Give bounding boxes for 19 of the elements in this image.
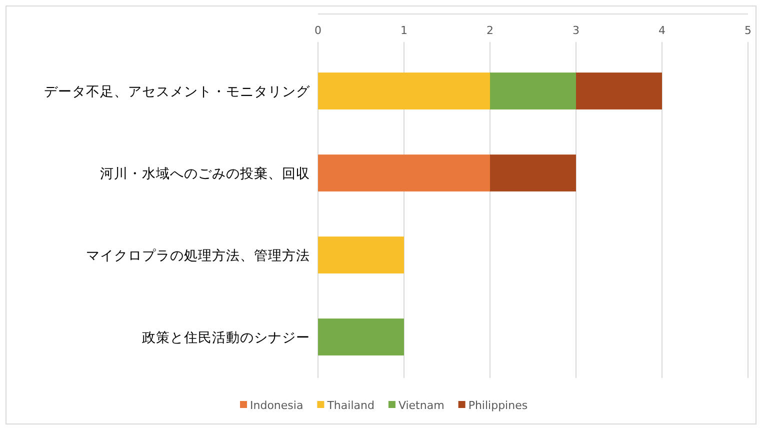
bar [576, 72, 662, 110]
x-tick-label: 5 [744, 24, 752, 37]
legend-label: Vietnam [398, 399, 444, 412]
x-tick-label: 0 [314, 24, 322, 37]
legend-label: Philippines [468, 399, 528, 412]
bar [318, 236, 404, 274]
y-tick-label: 政策と住民活動のシナジー [142, 330, 310, 346]
x-tick-label: 1 [400, 24, 408, 37]
bar [490, 72, 576, 110]
x-tick-label: 3 [572, 24, 580, 37]
y-tick-label: 河川・水域へのごみの投棄、回収 [100, 166, 310, 182]
x-tick-label: 2 [486, 24, 494, 37]
bar [318, 318, 404, 356]
y-tick-label: データ不足、アセスメント・モニタリング [44, 84, 311, 100]
legend-label: Indonesia [250, 399, 304, 412]
bar [318, 72, 490, 110]
legend-label: Thailand [326, 399, 374, 412]
y-tick-label: マイクロプラの処理方法、管理方法 [86, 248, 310, 264]
x-tick-label: 4 [658, 24, 666, 37]
